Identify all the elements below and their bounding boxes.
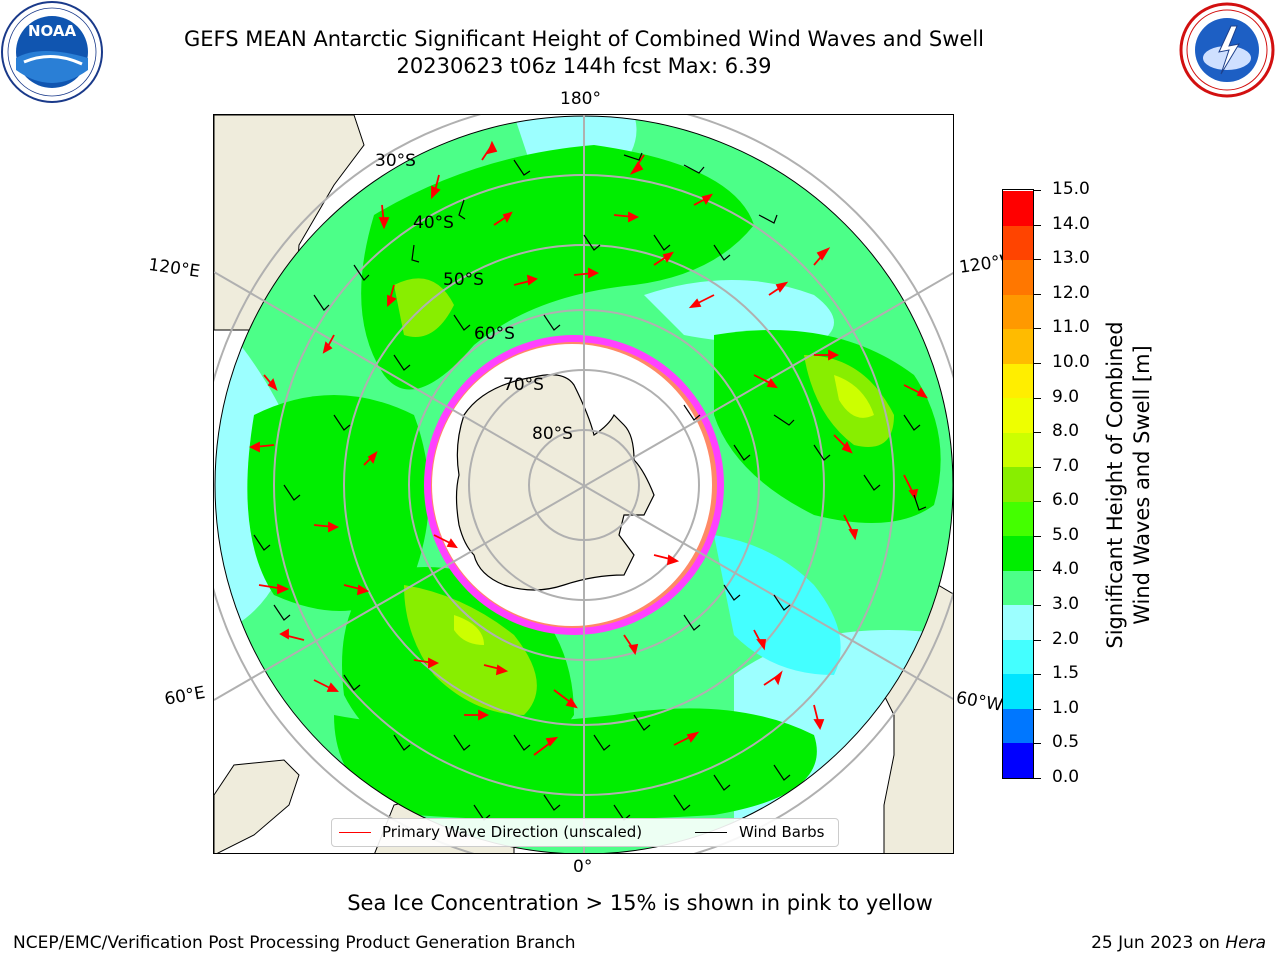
lat-label-60s: 60°S xyxy=(474,324,515,344)
colorbar-tick xyxy=(1034,570,1041,572)
lon-label-180: 180° xyxy=(560,89,601,109)
colorbar-tick-label: 0.0 xyxy=(1052,767,1080,787)
colorbar-tick xyxy=(1034,778,1041,779)
colorbar-tick-label: 3.0 xyxy=(1052,594,1080,615)
colorbar-tick xyxy=(1034,362,1041,364)
colorbar-tick xyxy=(1034,328,1041,330)
colorbar-tick xyxy=(1034,432,1041,434)
colorbar-segment xyxy=(1003,639,1033,675)
colorbar-tick xyxy=(1034,224,1041,226)
colorbar-tick-label: 9.0 xyxy=(1052,386,1080,407)
colorbar-tick xyxy=(1034,190,1041,191)
colorbar-tick xyxy=(1034,501,1041,503)
colorbar-tick xyxy=(1034,535,1041,537)
colorbar-segment xyxy=(1003,225,1033,261)
legend-wave-direction-label: Primary Wave Direction (unscaled) xyxy=(382,823,643,841)
colorbar-segment xyxy=(1003,535,1033,571)
nws-logo xyxy=(1179,2,1275,98)
sea-ice-note: Sea Ice Concentration > 15% is shown in … xyxy=(347,891,933,915)
lat-label-30s: 30°S xyxy=(375,151,416,171)
colorbar-segment xyxy=(1003,328,1033,364)
map-legend: Primary Wave Direction (unscaled) Wind B… xyxy=(331,818,839,847)
lat-label-40s: 40°S xyxy=(413,213,454,233)
colorbar-tick-label: 11.0 xyxy=(1052,317,1090,338)
colorbar-segment xyxy=(1003,363,1033,399)
wave-direction-arrows xyxy=(248,140,928,756)
colorbar-segment xyxy=(1003,673,1033,709)
footer-credit: NCEP/EMC/Verification Post Processing Pr… xyxy=(13,933,576,953)
colorbar-tick-label: 0.5 xyxy=(1052,732,1080,753)
legend-wind-barbs-label: Wind Barbs xyxy=(739,823,825,841)
lat-label-70s: 70°S xyxy=(503,375,544,395)
colorbar-tick-label: 14.0 xyxy=(1052,213,1090,234)
map-subtitle: 20230623 t06z 144h fcst Max: 6.39 xyxy=(396,54,772,78)
colorbar-tick-label: 12.0 xyxy=(1052,282,1090,303)
lat-label-50s: 50°S xyxy=(443,270,484,290)
colorbar-tick xyxy=(1034,605,1041,607)
colorbar-tick-label: 7.0 xyxy=(1052,455,1080,476)
colorbar-tick-label: 2.0 xyxy=(1052,628,1080,649)
colorbar-tick xyxy=(1034,259,1041,261)
lon-label-0: 0° xyxy=(573,857,593,877)
wind-barb-swatch xyxy=(695,832,727,833)
colorbar-tick-label: 4.0 xyxy=(1052,559,1080,580)
colorbar-segment xyxy=(1003,708,1033,744)
colorbar-tick-label: 1.0 xyxy=(1052,697,1080,718)
lat-label-80s: 80°S xyxy=(532,424,573,444)
colorbar-tick xyxy=(1034,743,1041,745)
colorbar-tick-label: 5.0 xyxy=(1052,524,1080,545)
noaa-logo-text: NOAA xyxy=(28,22,77,40)
polar-map-svg xyxy=(214,115,953,853)
colorbar-segment xyxy=(1003,742,1033,778)
colorbar-tick xyxy=(1034,397,1041,399)
map-title: GEFS MEAN Antarctic Significant Height o… xyxy=(183,27,985,51)
footer-date-text: 25 Jun 2023 on xyxy=(1091,933,1226,953)
colorbar-label: Significant Height of Combined Wind Wave… xyxy=(1102,285,1156,685)
colorbar-segment xyxy=(1003,259,1033,295)
lon-label-60e: 60°E xyxy=(163,682,207,710)
colorbar-label-line1: Significant Height of Combined xyxy=(1103,321,1127,649)
colorbar-tick xyxy=(1034,639,1041,641)
colorbar-tick-label: 6.0 xyxy=(1052,490,1080,511)
footer-host: Hera xyxy=(1225,933,1266,953)
colorbar-segment xyxy=(1003,432,1033,468)
colorbar-segment xyxy=(1003,604,1033,640)
colorbar-tick-label: 1.5 xyxy=(1052,663,1080,684)
lon-label-60w: 60°W xyxy=(954,688,1005,716)
colorbar-tick xyxy=(1034,466,1041,468)
colorbar-tick-label: 10.0 xyxy=(1052,351,1090,372)
colorbar-segment xyxy=(1003,466,1033,502)
noaa-logo: NOAA xyxy=(1,1,103,103)
graticule xyxy=(214,115,953,853)
colorbar-tick xyxy=(1034,293,1041,295)
colorbar-label-line2: Wind Waves and Swell [m] xyxy=(1130,345,1154,625)
polar-map xyxy=(213,114,954,854)
colorbar-segment xyxy=(1003,190,1033,226)
footer-date: 25 Jun 2023 on Hera xyxy=(1091,933,1266,953)
colorbar xyxy=(1002,189,1034,779)
colorbar-segment xyxy=(1003,570,1033,606)
colorbar-tick xyxy=(1034,674,1041,676)
colorbar-segment xyxy=(1003,501,1033,537)
wind-barbs xyxy=(253,152,927,821)
colorbar-tick-label: 15.0 xyxy=(1052,179,1090,199)
wave-direction-swatch xyxy=(339,832,371,833)
lon-label-120e: 120°E xyxy=(147,255,202,283)
colorbar-segment xyxy=(1003,294,1033,330)
colorbar-segment xyxy=(1003,397,1033,433)
colorbar-tick-label: 13.0 xyxy=(1052,248,1090,269)
colorbar-tick xyxy=(1034,708,1041,710)
colorbar-tick-label: 8.0 xyxy=(1052,421,1080,442)
